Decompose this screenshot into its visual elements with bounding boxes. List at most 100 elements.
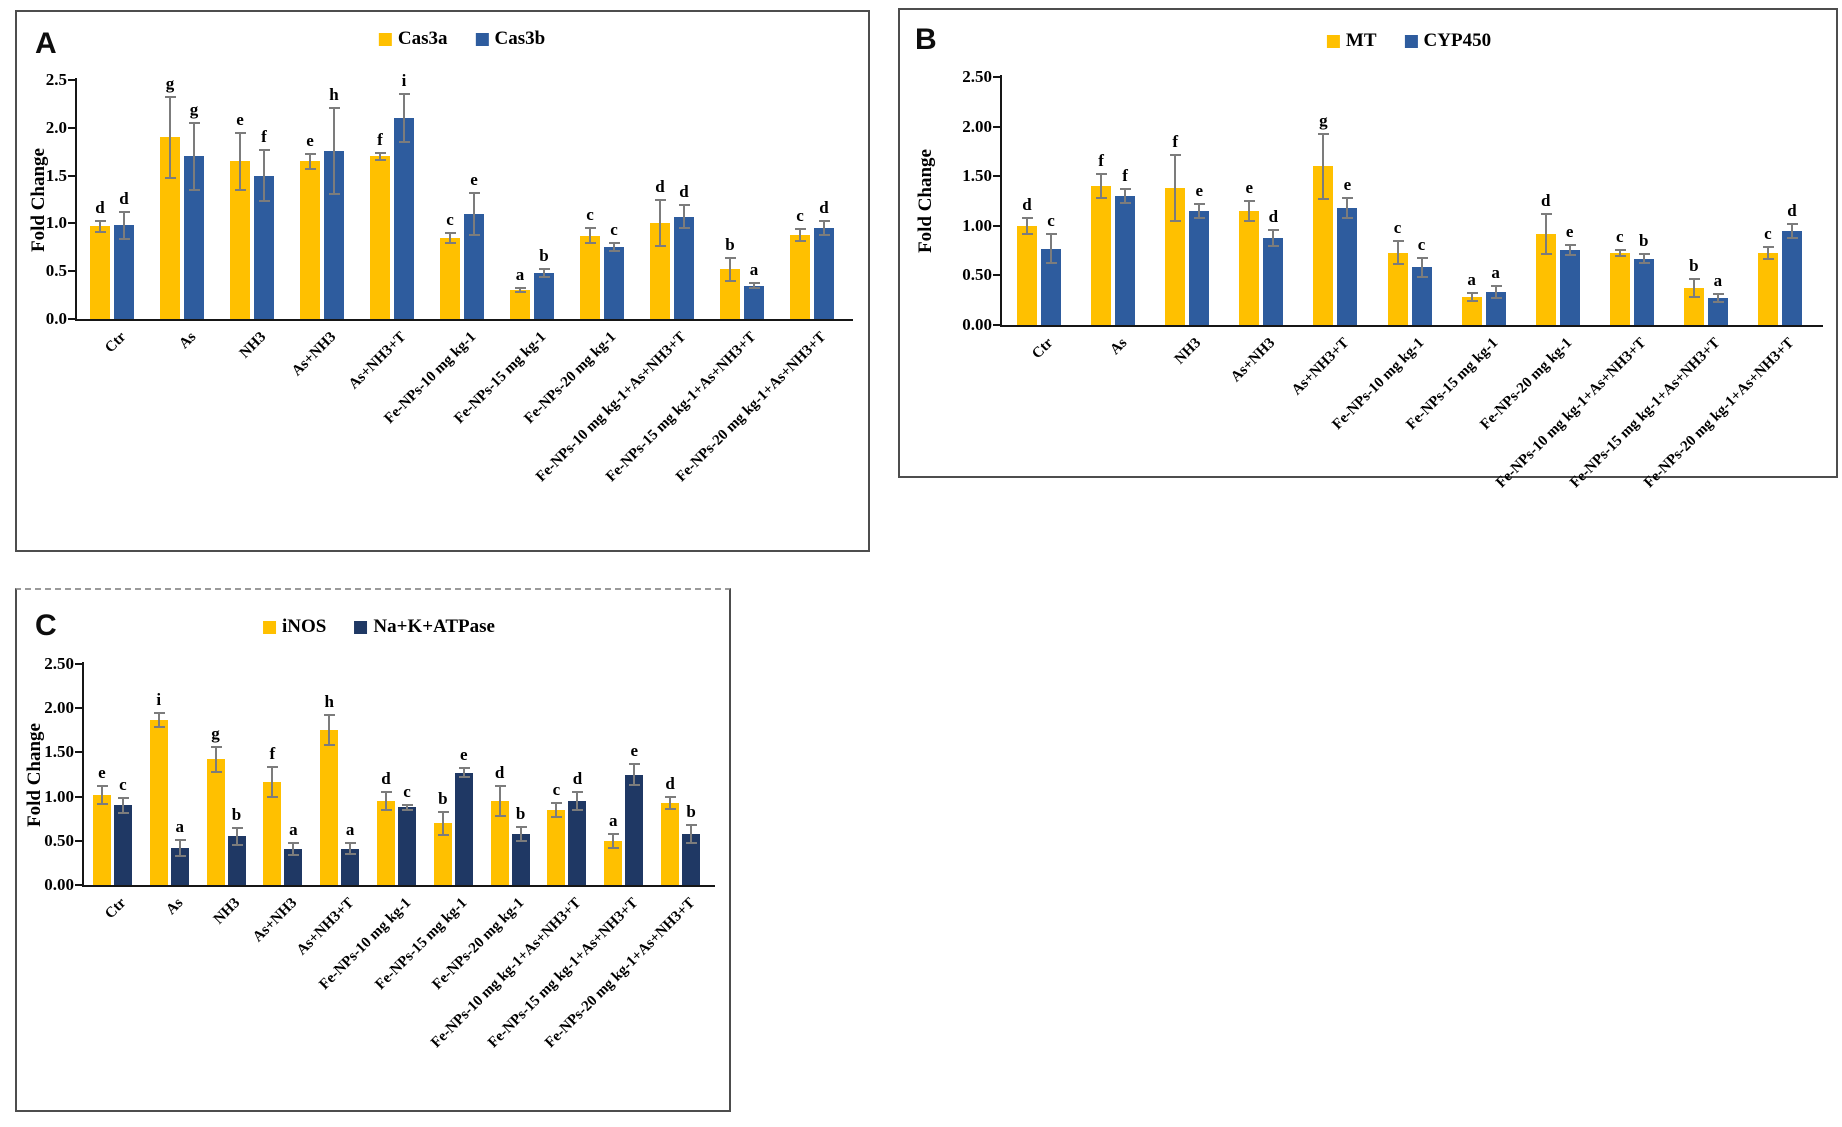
significance-letter: c — [610, 220, 618, 240]
y-tick-label: 2.5 — [45, 70, 67, 89]
significance-letter: d — [655, 177, 665, 197]
y-tick-label: 0.00 — [962, 315, 992, 334]
y-tick-mark — [75, 751, 82, 754]
significance-letter: e — [1195, 180, 1203, 200]
bar-inos — [206, 759, 225, 885]
significance-letter: c — [1417, 234, 1426, 254]
error-bar-line — [1050, 233, 1053, 264]
error-bar-cap-bottom — [1392, 263, 1404, 266]
error-bar-line — [1174, 155, 1177, 221]
significance-letter: f — [261, 126, 267, 146]
error-bar-line — [309, 153, 311, 169]
error-bar-cap-bottom — [1786, 236, 1798, 239]
bar-inos — [604, 840, 623, 885]
bar-cas3a — [160, 137, 180, 319]
significance-letter: a — [289, 819, 298, 839]
significance-letter: a — [1491, 263, 1500, 283]
error-bar-cap-top — [539, 268, 550, 271]
panel-a-plot: 0.0 0.5 1.0 1.5 2.0 2.5 Fold Change Ctr d d As g g NH… — [17, 12, 868, 550]
y-tick-mark — [68, 174, 75, 177]
bar-mt — [1535, 233, 1556, 325]
y-tick-label: 2.50 — [44, 654, 74, 673]
significance-letter: e — [306, 130, 314, 150]
error-bar-line — [403, 94, 405, 143]
error-bar-cap-bottom — [235, 188, 246, 191]
y-tick-label: 1.5 — [45, 165, 67, 185]
significance-letter: a — [345, 820, 355, 840]
bar-na-k-atpase — [682, 833, 701, 885]
significance-letter: b — [686, 801, 696, 821]
significance-letter: a — [1467, 270, 1476, 290]
legend-series-name: MT — [1345, 30, 1377, 51]
error-bar-cap-top — [515, 287, 526, 290]
bar-cas3b — [254, 175, 274, 319]
error-bar-cap-bottom — [1318, 198, 1330, 201]
error-bar-cap-bottom — [539, 275, 550, 278]
significance-letter: c — [586, 205, 594, 225]
error-bar-cap-bottom — [445, 241, 456, 244]
x-category-label: NH3 — [210, 895, 244, 928]
significance-letter: d — [679, 182, 689, 202]
error-bar-cap-bottom — [749, 287, 760, 290]
error-bar-line — [349, 843, 352, 855]
bar-inos — [320, 730, 339, 885]
error-bar-line — [659, 200, 661, 247]
y-tick-label: 2.0 — [45, 117, 67, 137]
significance-letter: b — [231, 804, 242, 824]
error-bar-cap-bottom — [1096, 197, 1108, 200]
error-bar-cap-top — [1712, 293, 1724, 296]
error-bar-cap-top — [1342, 197, 1354, 200]
error-bar-line — [1100, 174, 1103, 198]
error-bar-cap-bottom — [402, 808, 413, 811]
y-tick-mark — [68, 270, 75, 273]
error-bar-cap-bottom — [1712, 301, 1724, 304]
error-bar-line — [613, 243, 615, 252]
panel-c-legend: iNOS Na+K+ATPase — [263, 616, 495, 638]
legend-swatch-icon — [263, 620, 277, 634]
error-bar-cap-top — [469, 191, 480, 194]
error-bar-line — [690, 824, 693, 843]
significance-letter: f — [1122, 166, 1128, 186]
bar-mt — [1461, 297, 1482, 325]
significance-letter: e — [470, 169, 478, 189]
significance-letter: f — [1098, 151, 1104, 171]
error-bar-cap-top — [609, 242, 620, 245]
bar-cas3a — [580, 235, 600, 319]
significance-letter: b — [1639, 230, 1649, 250]
error-bar-cap-top — [551, 801, 563, 804]
error-bar-cap-bottom — [95, 231, 106, 233]
error-bar-cap-bottom — [117, 811, 129, 814]
y-tick-mark — [68, 79, 75, 81]
x-category-label: Fe-NPs-20 mg kg-1+As+NH3+T — [541, 895, 698, 1052]
error-bar-cap-bottom — [267, 795, 279, 798]
bar-cas3a — [300, 161, 320, 319]
error-bar-line — [1248, 201, 1251, 221]
significance-letter: c — [1615, 226, 1624, 246]
error-bar-cap-bottom — [1244, 219, 1256, 222]
significance-letter: b — [725, 234, 735, 254]
error-bar-cap-bottom — [515, 839, 527, 842]
error-bar-cap-bottom — [1120, 201, 1132, 204]
y-axis-title: Fold Change — [915, 149, 936, 253]
bar-cyp450 — [1411, 267, 1432, 325]
y-tick-mark — [68, 318, 75, 320]
error-bar-cap-top — [189, 122, 200, 125]
significance-letter: c — [1047, 210, 1055, 230]
y-tick-label: 1.0 — [45, 213, 67, 233]
error-bar-line — [462, 768, 465, 778]
error-bar-cap-top — [1786, 222, 1798, 225]
legend-swatch-icon — [1326, 34, 1340, 48]
y-tick-label: 0.5 — [45, 261, 67, 281]
error-bar-line — [555, 802, 558, 817]
error-bar-cap-top — [174, 838, 186, 841]
bar-na-k-atpase — [170, 847, 189, 885]
error-bar-cap-top — [399, 93, 410, 96]
bar-cyp450 — [1633, 258, 1654, 325]
error-bar-line — [193, 123, 195, 190]
bar-inos — [92, 794, 111, 885]
significance-letter: i — [401, 71, 407, 91]
y-tick-mark — [68, 126, 75, 129]
error-bar-cap-bottom — [1490, 297, 1502, 300]
error-bar-cap-top — [1416, 256, 1428, 259]
significance-letter: h — [329, 84, 339, 104]
